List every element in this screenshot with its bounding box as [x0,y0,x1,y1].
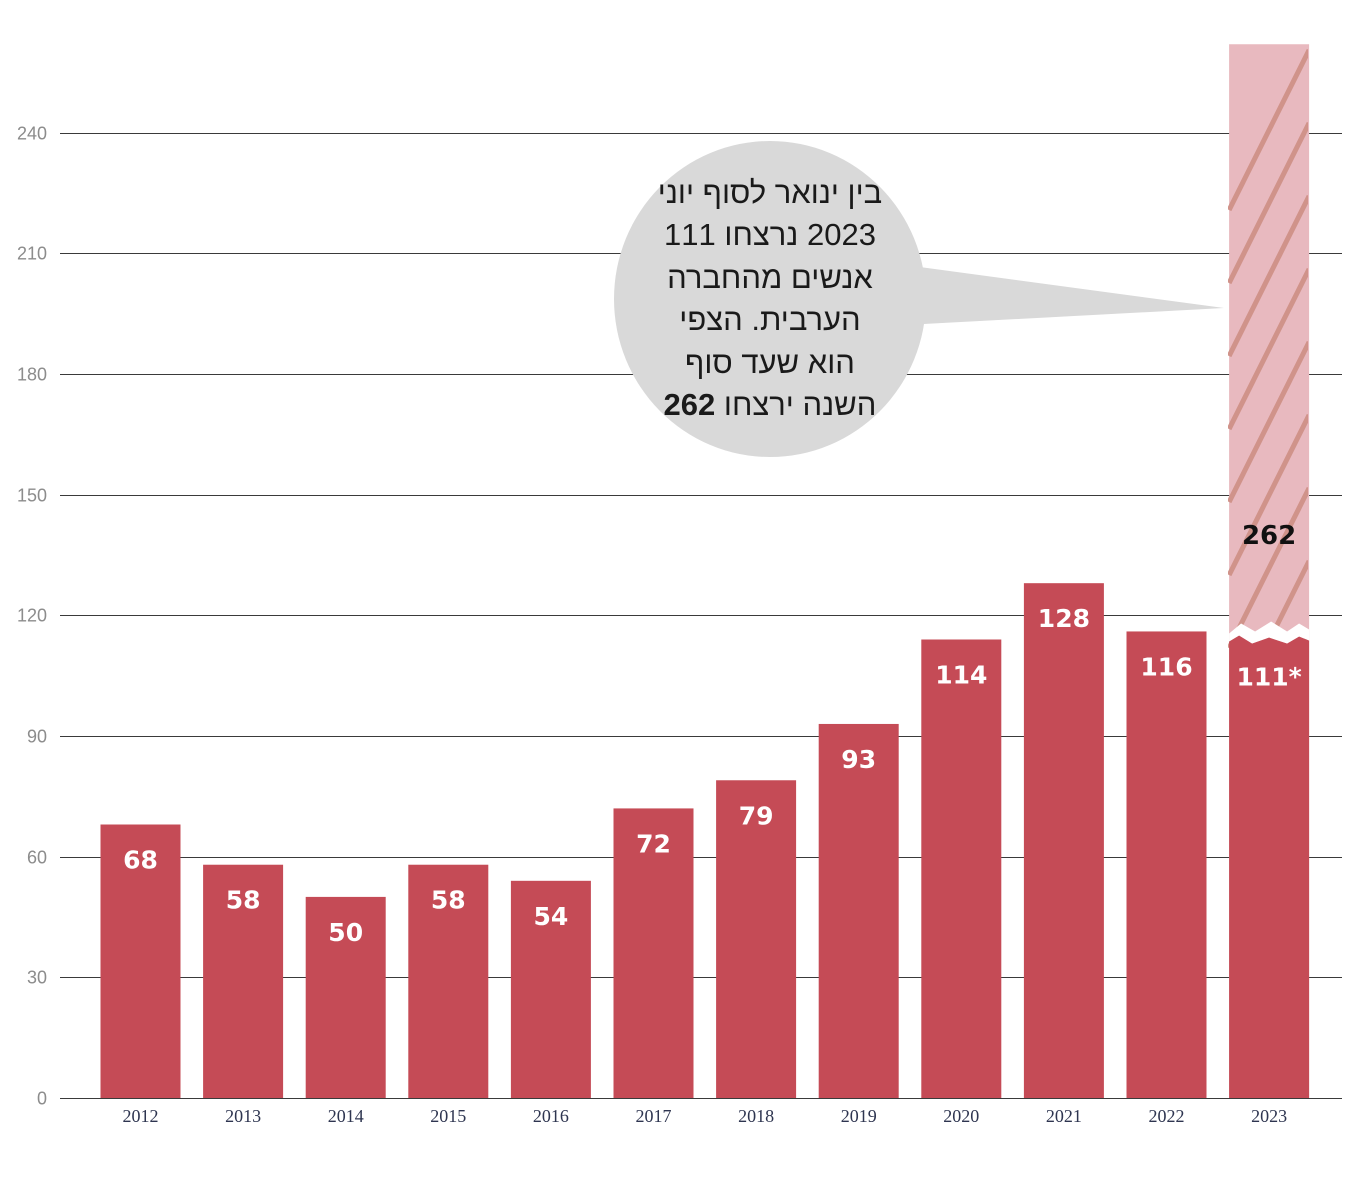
y-tick-label: 30 [27,968,47,988]
x-tick-label: 2017 [636,1106,672,1126]
bar-2015 [408,864,489,1098]
y-tick-label: 90 [27,727,47,747]
data-label-2018: 79 [739,801,774,830]
x-tick-label: 2014 [328,1106,364,1126]
y-tick-label: 0 [37,1089,47,1109]
callout-body: בין ינואר לסוף יוני 2023 נרצחו 111 אנשים… [657,174,883,423]
hatch-line [1228,486,1308,650]
callout-text: בין ינואר לסוף יוני 2023 נרצחו 111 אנשים… [654,172,886,427]
hatch-line [1228,267,1308,431]
data-label-2012: 68 [123,846,158,875]
x-axis: 2012 2013 2014 2015 2016 2017 2018 2019 2020 2021… [123,1106,1288,1126]
data-label-2014: 50 [328,918,363,947]
data-label-2023: 111* [1236,663,1301,692]
bar-break-mark [1229,621,1310,644]
bar-2020 [921,639,1002,1098]
data-label-2021: 128 [1038,604,1090,633]
x-tick-label: 2016 [533,1106,569,1126]
y-axis: 0 30 60 90 120 150 180 210 240 [17,124,47,1109]
data-label-2017: 72 [636,829,671,858]
hatch-line [1228,121,1308,285]
x-tick-label: 2023 [1251,1106,1287,1126]
data-labels: 68 58 50 58 54 72 79 93 114 128 116 111* 262 [123,521,1302,947]
y-tick-label: 60 [27,848,47,868]
y-tick-label: 240 [17,124,47,144]
bar-2013 [203,864,284,1098]
bar-2018 [716,780,797,1098]
x-tick-label: 2019 [841,1106,877,1126]
hatch-line [1228,48,1308,212]
x-tick-label: 2022 [1149,1106,1185,1126]
bar-2012 [100,824,181,1098]
y-tick-label: 120 [17,606,47,626]
projection-hatch [1228,48,1308,664]
bar-2014 [305,896,386,1098]
x-tick-label: 2021 [1046,1106,1082,1126]
bar-2021 [1023,583,1104,1098]
hatch-line [1228,194,1308,358]
data-label-2013: 58 [226,886,261,915]
callout-emphasis: 262 [663,387,716,422]
x-tick-label: 2013 [225,1106,261,1126]
x-tick-label: 2015 [430,1106,466,1126]
bar-2019 [818,723,899,1098]
bar-2016 [510,880,591,1098]
data-label-2019: 93 [841,745,876,774]
bars [100,583,1310,1098]
x-tick-label: 2012 [123,1106,159,1126]
data-label-2020: 114 [935,660,987,689]
callout-bubble: בין ינואר לסוף יוני 2023 נרצחו 111 אנשים… [614,141,926,457]
data-label-2015: 58 [431,886,466,915]
y-tick-label: 180 [17,365,47,385]
bar-2023 [1229,635,1310,1098]
data-label-2022: 116 [1140,652,1192,681]
hatch-line [1228,340,1308,504]
x-tick-label: 2020 [943,1106,979,1126]
y-tick-label: 210 [17,244,47,264]
bar-2022 [1126,631,1207,1098]
callout-pointer [905,265,1224,325]
callout-pointer-shape [905,265,1224,325]
y-tick-label: 150 [17,486,47,506]
x-tick-label: 2018 [738,1106,774,1126]
bar-2017 [613,808,694,1098]
projection-label: 262 [1242,521,1296,551]
hatch-line [1228,413,1308,577]
data-label-2016: 54 [534,902,569,931]
